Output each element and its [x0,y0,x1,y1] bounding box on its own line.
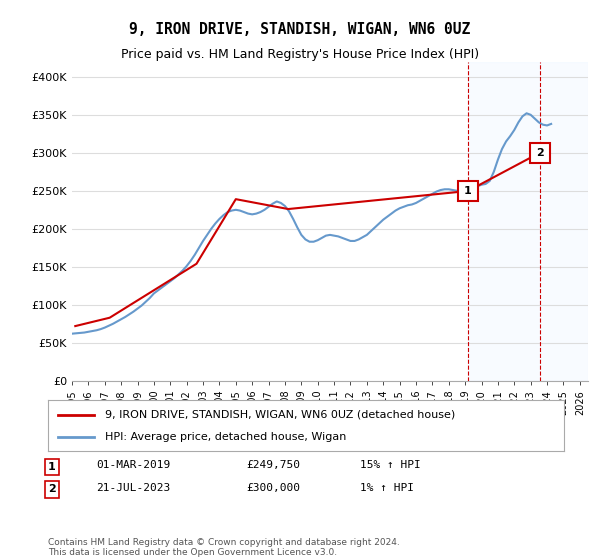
Text: £249,750: £249,750 [246,460,300,470]
Bar [468,62,588,381]
Text: Contains HM Land Registry data © Crown copyright and database right 2024.
This d: Contains HM Land Registry data © Crown c… [48,538,400,557]
Text: 1% ↑ HPI: 1% ↑ HPI [360,483,414,493]
Text: 9, IRON DRIVE, STANDISH, WIGAN, WN6 0UZ: 9, IRON DRIVE, STANDISH, WIGAN, WN6 0UZ [130,22,470,38]
Text: Price paid vs. HM Land Registry's House Price Index (HPI): Price paid vs. HM Land Registry's House … [121,48,479,60]
Text: 1: 1 [464,186,472,196]
Text: 9, IRON DRIVE, STANDISH, WIGAN, WN6 0UZ (detached house): 9, IRON DRIVE, STANDISH, WIGAN, WN6 0UZ … [105,409,455,419]
Text: HPI: Average price, detached house, Wigan: HPI: Average price, detached house, Wiga… [105,432,346,442]
Text: 15% ↑ HPI: 15% ↑ HPI [360,460,421,470]
Text: 01-MAR-2019: 01-MAR-2019 [96,460,170,470]
Text: 2: 2 [48,484,56,494]
Text: 2: 2 [536,148,544,158]
Text: 21-JUL-2023: 21-JUL-2023 [96,483,170,493]
Text: £300,000: £300,000 [246,483,300,493]
Text: 1: 1 [48,462,56,472]
